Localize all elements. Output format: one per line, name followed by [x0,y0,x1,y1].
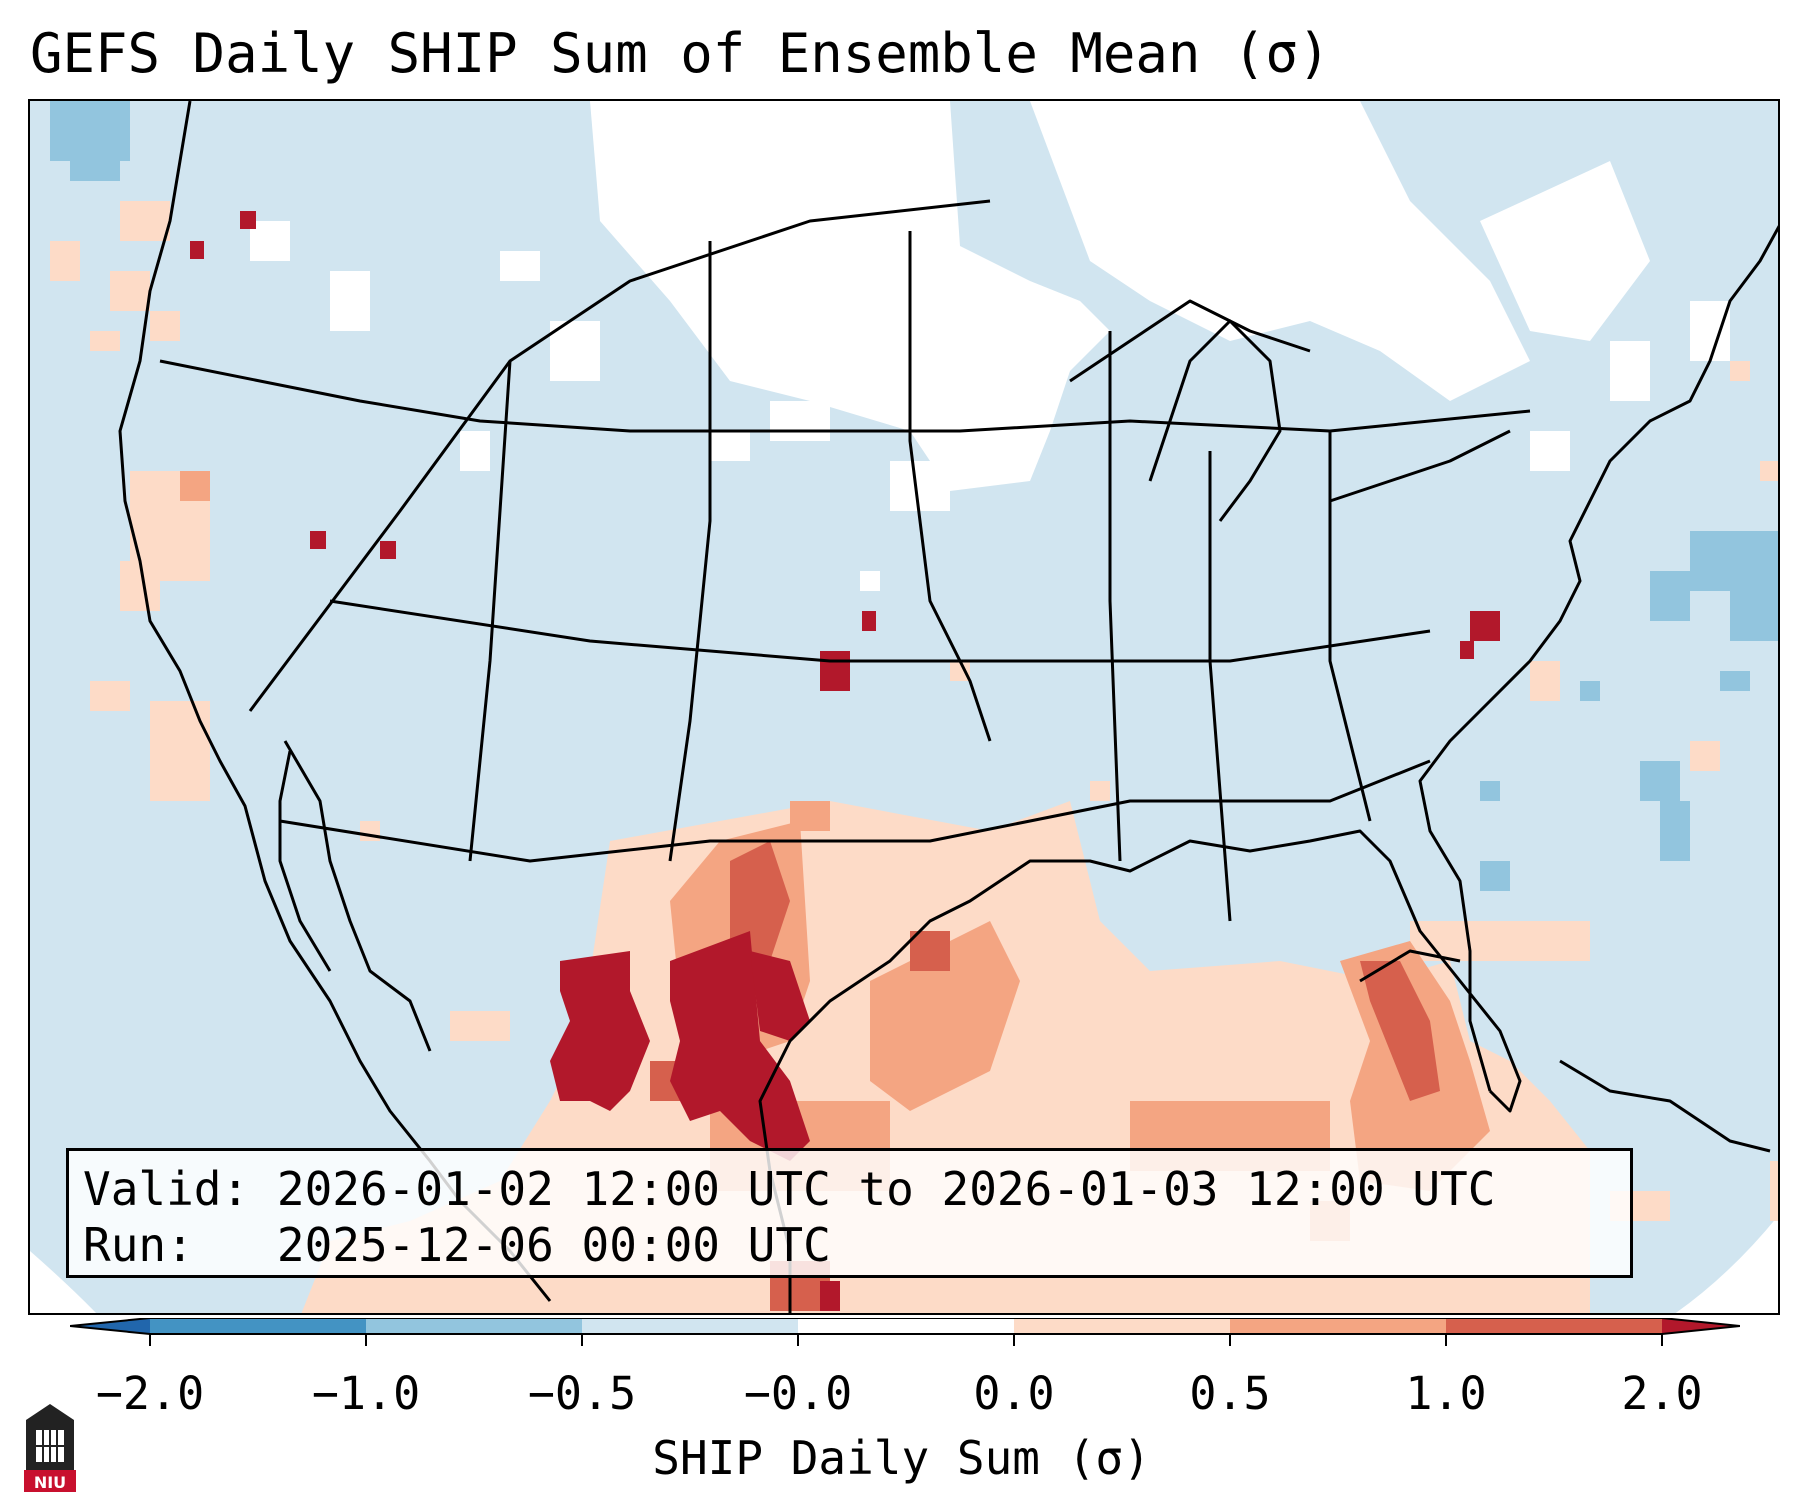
colorbar-bin [1446,1318,1662,1334]
colorbar-tick-label: −0.5 [527,1367,637,1420]
niu-logo-icon: NIU [24,1404,76,1492]
state-line-g [908,231,992,742]
colorbar-tick-label: 0.0 [973,1367,1055,1420]
colorbar-bin [366,1318,582,1334]
colorbar-tick-label: −0.0 [743,1367,853,1420]
colorbar-bin [582,1318,798,1334]
west-coast [118,101,552,1302]
state-line-f [668,241,712,862]
lake-erie [1329,429,1511,503]
colorbar-tick-label: 1.0 [1405,1367,1487,1420]
state-line-e [468,360,512,862]
colorbar-tick-label: −2.0 [95,1367,205,1420]
valid-value: 2026-01-02 12:00 UTC to 2026-01-03 12:00… [276,1162,1496,1216]
east-coast [1418,225,1778,1092]
state-line-c [329,599,1431,663]
geographic-outlines [118,101,1778,1313]
state-line-b [159,359,1531,433]
negative-anomaly-patches [50,101,1778,891]
gulf-coast [758,829,1522,1313]
state-line-i [1208,451,1232,922]
colorbar-tick-label: −1.0 [311,1367,421,1420]
colorbar [70,1318,1740,1346]
state-line-d [279,759,1431,863]
baja-gulf [283,740,432,1052]
state-line-h [1108,331,1122,862]
colorbar-label: SHIP Daily Sum (σ) [652,1431,1151,1485]
colorbar-tick-label: 2.0 [1621,1367,1703,1420]
state-line-a [248,199,991,712]
cuba [1559,1059,1771,1153]
lake-superior [1069,299,1311,383]
valid-label: Valid: [83,1162,250,1216]
valid-run-box: Valid: 2026-01-02 12:00 UTC to 2026-01-0… [66,1148,1633,1278]
colorbar-bin [798,1318,1014,1334]
colorbar-ticks [149,1334,1663,1346]
lake-michigan [1148,319,1282,522]
map-canvas [30,101,1778,1313]
colorbar-bin [1230,1318,1446,1334]
baja-peninsula [278,750,332,972]
projection-corner-left [30,1251,97,1313]
colorbar-bin [1014,1318,1230,1334]
run-label: Run: [83,1218,194,1272]
positive-anomaly-extreme [190,211,1500,1311]
near-zero-region [250,101,1730,591]
logo-text: NIU [34,1473,66,1492]
colorbar-tick-label: 0.5 [1189,1367,1271,1420]
run-value: 2025-12-06 00:00 UTC [276,1218,831,1272]
state-line-j [1328,431,1372,822]
projection-corner-right [1675,1215,1778,1313]
florida-tip [1359,949,1461,983]
map-panel[interactable] [28,99,1780,1315]
colorbar-bin [150,1318,366,1334]
map-title: GEFS Daily SHIP Sum of Ensemble Mean (σ) [30,22,1331,85]
colorbar-extend-low [70,1318,150,1334]
colorbar-extend-high [1662,1318,1740,1334]
